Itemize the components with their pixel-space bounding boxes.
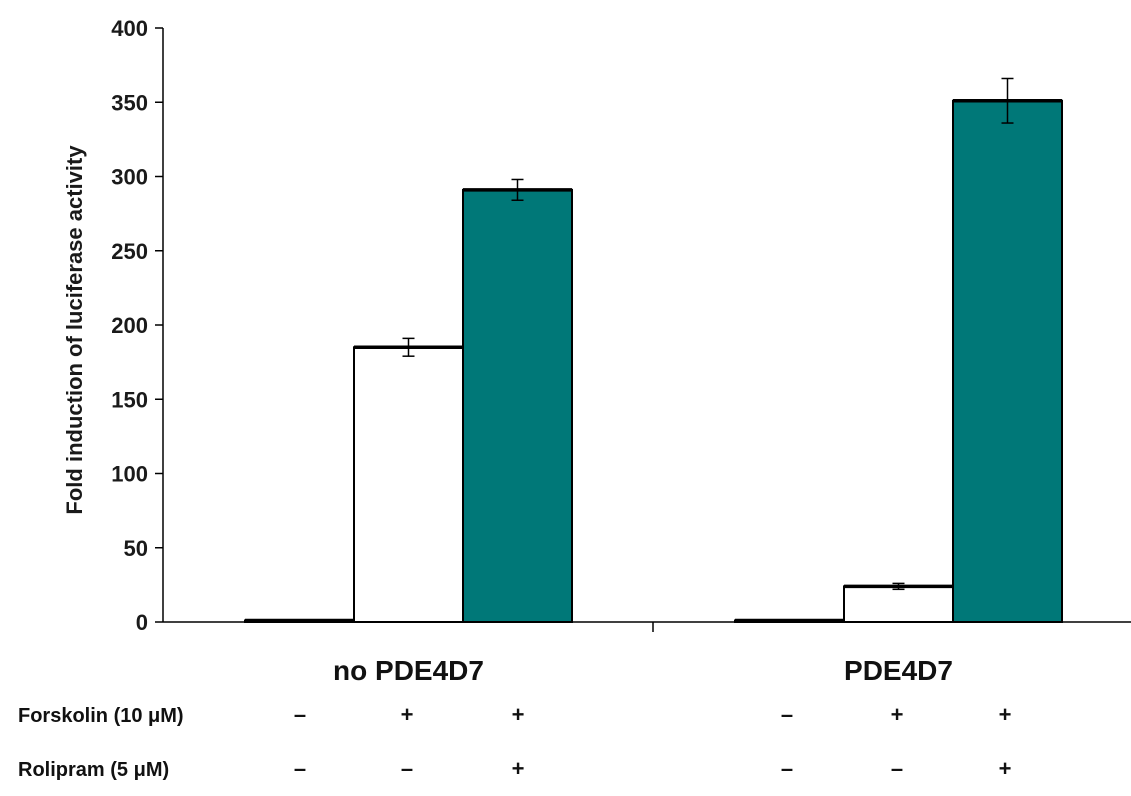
error-bars [402, 77, 1014, 591]
condition-label: Forskolin (10 μM) [18, 705, 184, 727]
x-axis [163, 621, 1131, 632]
condition-sign: – [891, 756, 903, 781]
y-tick-label: 250 [111, 239, 148, 264]
condition-sign: + [891, 702, 904, 727]
condition-sign: + [512, 702, 525, 727]
y-tick-label: 50 [124, 536, 148, 561]
condition-sign: – [294, 702, 306, 727]
condition-label: Rolipram (5 μM) [18, 759, 169, 781]
y-tick-label: 350 [111, 90, 148, 115]
condition-sign: + [401, 702, 414, 727]
group-labels: no PDE4D7 PDE4D7 [333, 655, 953, 686]
bars [244, 99, 1063, 624]
condition-sign: – [781, 756, 793, 781]
bar [843, 585, 954, 623]
condition-sign: + [999, 756, 1012, 781]
y-axis-title: Fold induction of luciferase activity [62, 145, 87, 515]
condition-table: Forskolin (10 μM) – + + – + + Rolipram (5 μM) – –… [18, 702, 1011, 781]
y-tick-label: 400 [111, 16, 148, 41]
y-tick-label: 150 [111, 387, 148, 412]
bar [353, 346, 464, 623]
y-tick-label: 200 [111, 313, 148, 338]
group-label: no PDE4D7 [333, 655, 484, 686]
bar [462, 188, 573, 624]
condition-sign: + [999, 702, 1012, 727]
condition-sign: – [294, 756, 306, 781]
group-label: PDE4D7 [844, 655, 953, 686]
y-ticks: 0 50 100 150 200 250 300 350 400 [111, 16, 163, 635]
condition-sign: + [512, 756, 525, 781]
y-tick-label: 100 [111, 462, 148, 487]
condition-sign: – [781, 702, 793, 727]
condition-sign: – [401, 756, 413, 781]
y-tick-label: 0 [136, 610, 148, 635]
bar [952, 99, 1063, 623]
y-tick-label: 300 [111, 165, 148, 190]
